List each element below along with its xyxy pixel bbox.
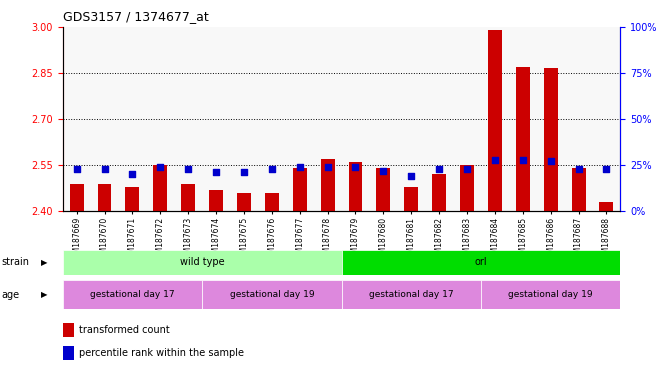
Point	[322, 164, 333, 170]
Bar	[125, 187, 139, 211]
Bar	[182, 184, 195, 211]
Text: ▶: ▶	[41, 290, 48, 299]
Point	[99, 166, 110, 172]
Bar	[63, 280, 202, 309]
Point	[406, 173, 416, 179]
Bar	[405, 187, 418, 211]
Text: percentile rank within the sample: percentile rank within the sample	[79, 348, 244, 358]
Point	[545, 158, 556, 164]
Bar	[348, 162, 362, 211]
Point	[490, 157, 500, 163]
Text: gestational day 19: gestational day 19	[230, 290, 314, 299]
Point	[517, 157, 528, 163]
Bar	[460, 165, 474, 211]
Bar	[293, 168, 307, 211]
Bar	[432, 174, 446, 211]
Bar	[265, 193, 279, 211]
Bar	[63, 323, 74, 337]
Point	[127, 171, 138, 177]
Point	[155, 164, 166, 170]
Bar	[237, 193, 251, 211]
Bar	[516, 67, 530, 211]
Bar	[98, 184, 112, 211]
Text: GDS3157 / 1374677_at: GDS3157 / 1374677_at	[63, 10, 209, 23]
Bar	[599, 202, 613, 211]
Bar	[63, 346, 74, 360]
Text: orl: orl	[475, 257, 487, 267]
Bar	[342, 280, 481, 309]
Bar	[376, 168, 390, 211]
Bar	[70, 184, 84, 211]
Point	[183, 166, 193, 172]
Bar	[202, 280, 342, 309]
Bar	[544, 68, 558, 211]
Bar	[209, 190, 223, 211]
Text: strain: strain	[1, 257, 29, 267]
Point	[601, 166, 612, 172]
Bar	[342, 250, 620, 275]
Text: gestational day 17: gestational day 17	[369, 290, 453, 299]
Point	[574, 166, 584, 172]
Point	[294, 164, 305, 170]
Point	[239, 169, 249, 175]
Bar	[481, 280, 620, 309]
Point	[267, 166, 277, 172]
Point	[71, 166, 82, 172]
Bar	[321, 159, 335, 211]
Bar	[488, 30, 502, 211]
Text: transformed count: transformed count	[79, 325, 170, 335]
Point	[434, 166, 444, 172]
Bar	[572, 168, 585, 211]
Point	[378, 167, 389, 174]
Point	[462, 166, 473, 172]
Point	[211, 169, 221, 175]
Text: ▶: ▶	[41, 258, 48, 266]
Point	[350, 164, 361, 170]
Bar	[63, 250, 342, 275]
Text: age: age	[1, 290, 19, 300]
Text: wild type: wild type	[180, 257, 224, 267]
Text: gestational day 19: gestational day 19	[508, 290, 593, 299]
Text: gestational day 17: gestational day 17	[90, 290, 175, 299]
Bar	[153, 165, 167, 211]
